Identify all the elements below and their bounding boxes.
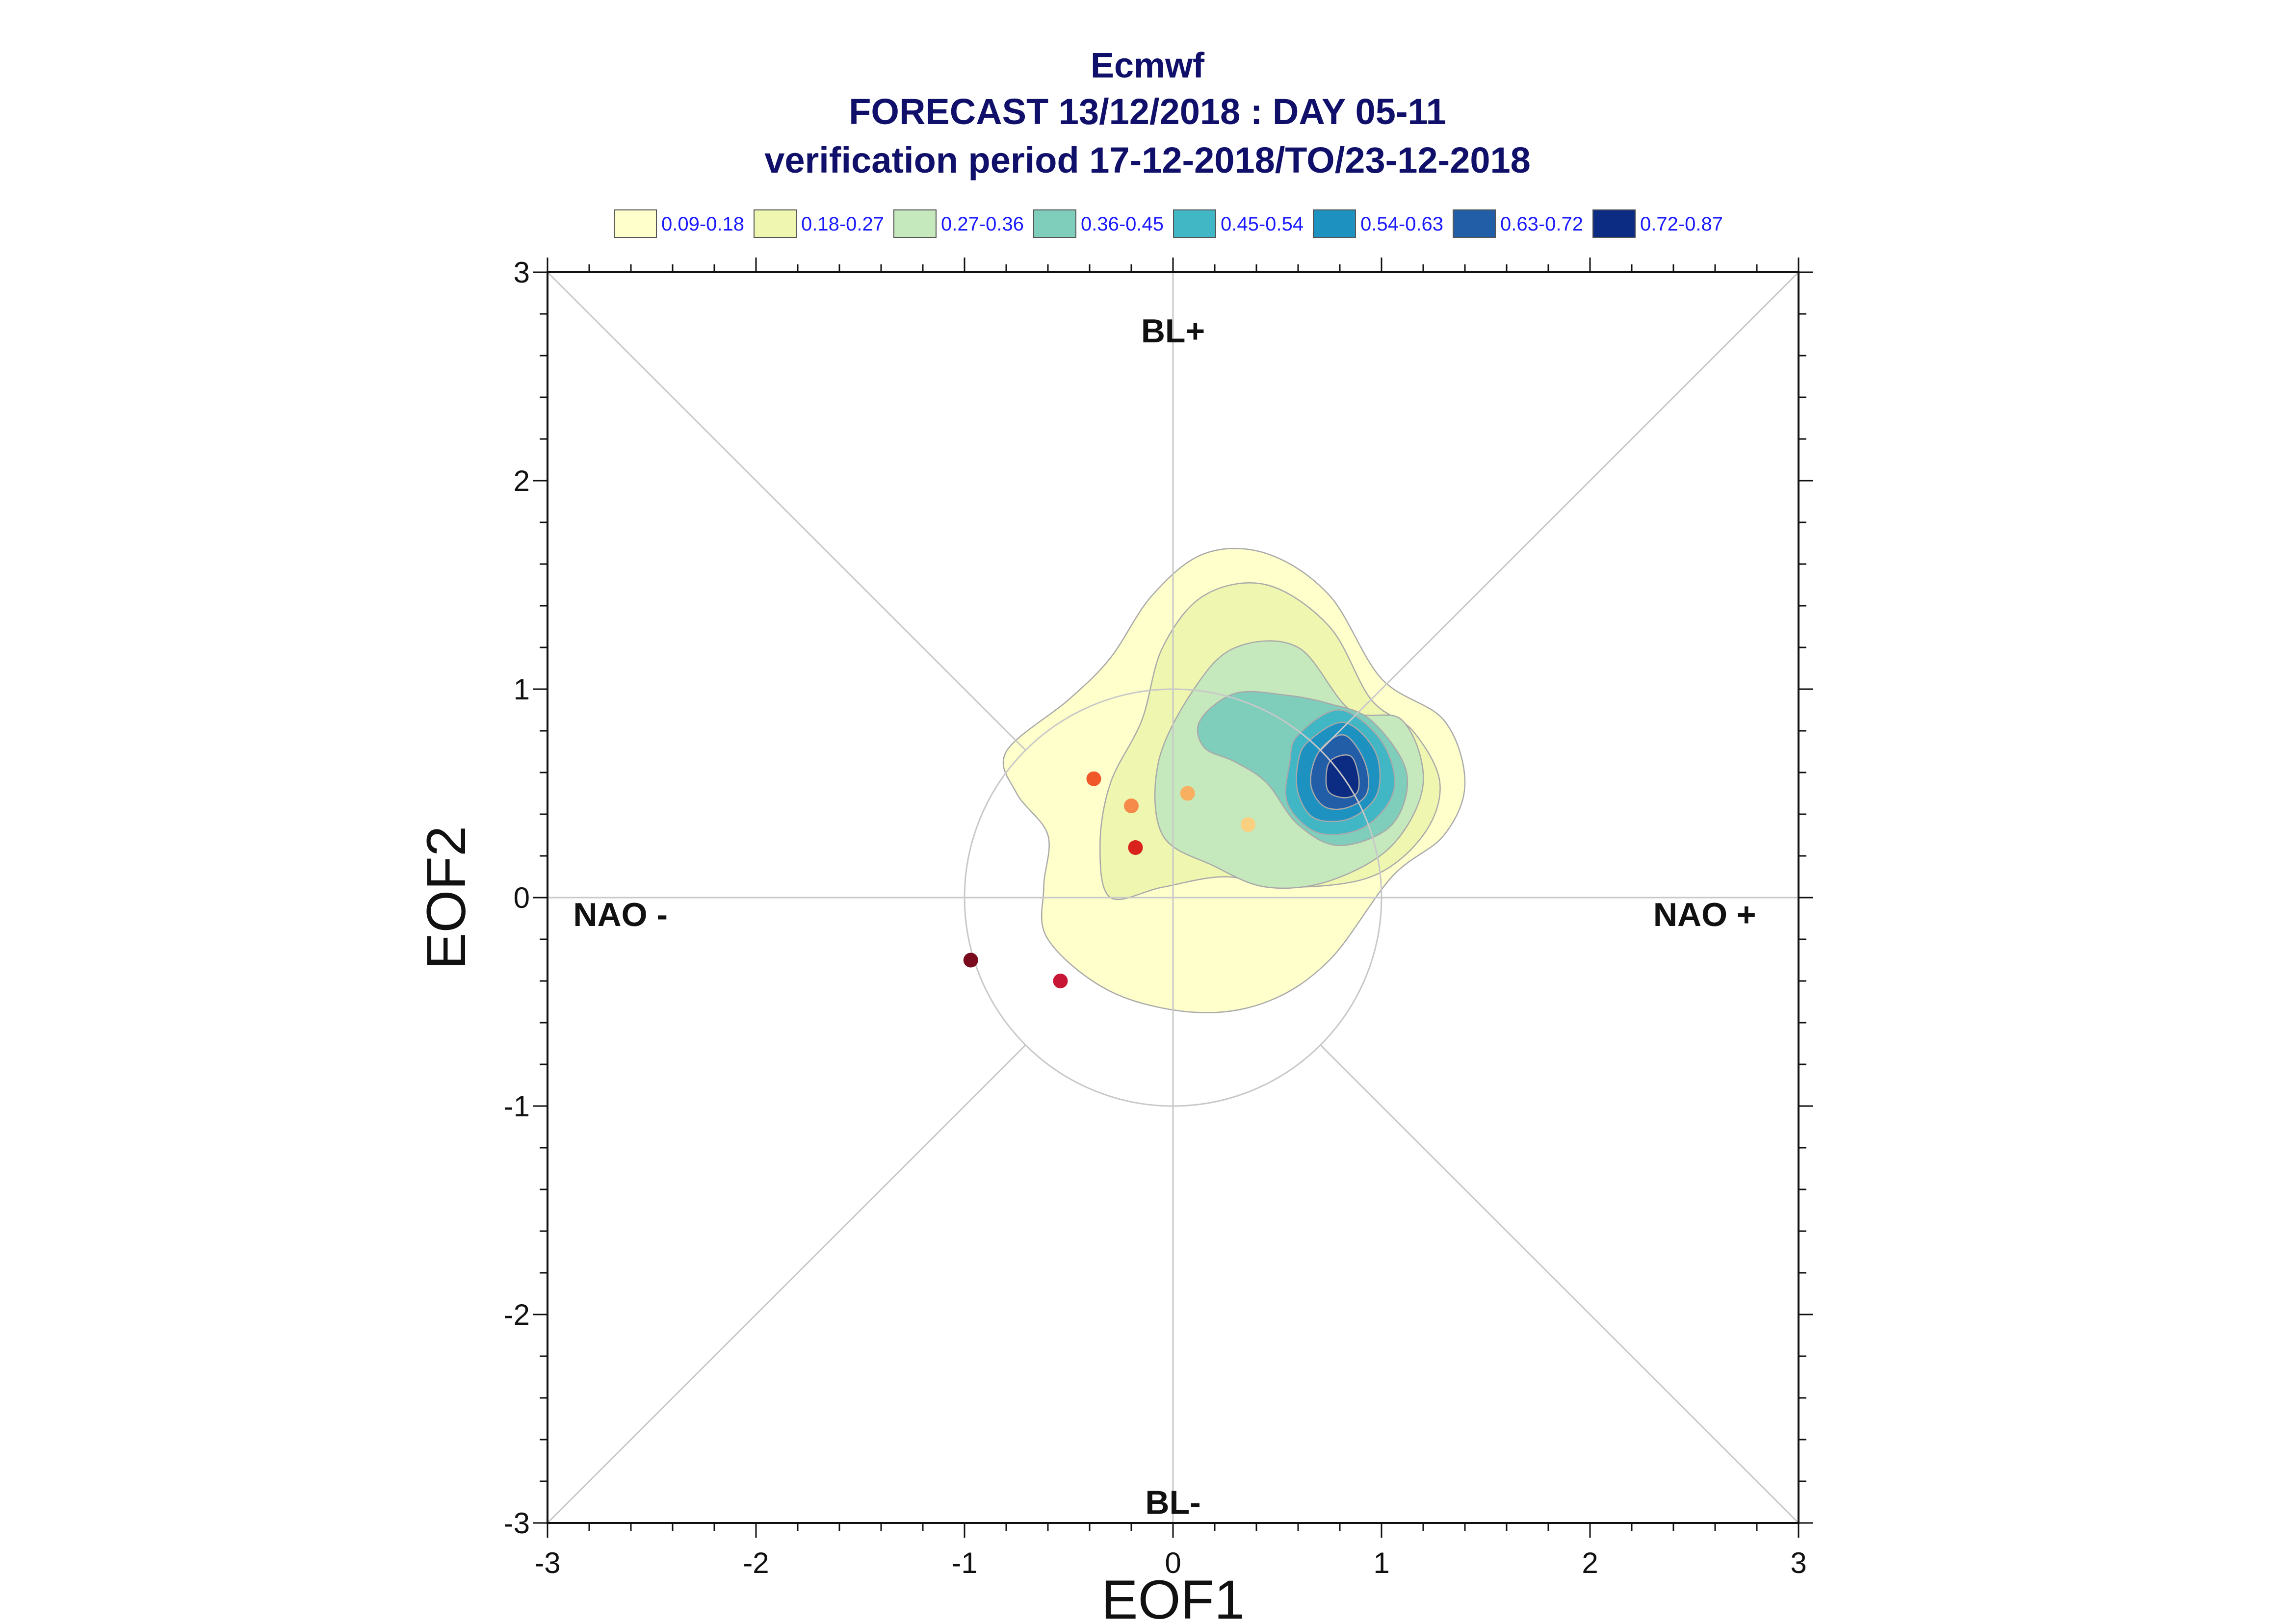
member-point	[1241, 817, 1255, 832]
legend-swatch	[1033, 209, 1076, 238]
member-point	[1128, 840, 1143, 855]
x-axis-title: EOF1	[1101, 1569, 1245, 1624]
legend-label: 0.18-0.27	[801, 213, 884, 235]
x-tick-label: 3	[1790, 1547, 1806, 1579]
legend-swatch	[754, 209, 797, 238]
y-tick-label: -3	[504, 1507, 530, 1540]
diagonal-guide	[547, 271, 1026, 751]
diagonal-guide	[547, 1044, 1026, 1524]
title-line-2: FORECAST 13/12/2018 : DAY 05-11	[849, 91, 1446, 132]
y-axis-title: EOF2	[416, 826, 477, 970]
y-tick-label: 0	[514, 881, 530, 914]
member-points	[963, 771, 1255, 988]
legend-swatch	[1313, 209, 1356, 238]
legend-label: 0.45-0.54	[1221, 213, 1304, 235]
legend-swatch	[1592, 209, 1636, 238]
x-tick-label: -3	[534, 1547, 560, 1579]
legend-label: 0.54-0.63	[1360, 213, 1443, 235]
plot-area: BL+ BL- NAO - NAO + -3 -2 -1 0 1 2 3 -3 -2 -1 0 1 2 3	[504, 256, 1813, 1579]
member-point	[1086, 771, 1101, 786]
y-tick-label: -1	[504, 1090, 530, 1123]
unit-circle	[964, 688, 1382, 1107]
regime-label: BL+	[1141, 312, 1205, 350]
y-tick-label: -2	[504, 1298, 530, 1331]
y-tick-label: 3	[514, 256, 530, 289]
guide-lines	[547, 271, 1799, 1524]
diagonal-guide	[1320, 1044, 1799, 1524]
member-point	[963, 953, 978, 968]
legend-label: 0.63-0.72	[1500, 213, 1583, 235]
member-point	[1053, 974, 1068, 988]
x-tick-label: -1	[951, 1547, 977, 1579]
chart-title: Ecmwf FORECAST 13/12/2018 : DAY 05-11 veri…	[764, 46, 1531, 180]
legend-label: 0.36-0.45	[1081, 213, 1164, 235]
legend-label: 0.09-0.18	[661, 213, 744, 235]
x-tick-label: 2	[1582, 1547, 1598, 1579]
x-tick-label: 0	[1165, 1547, 1181, 1579]
axis-ticks: -3 -2 -1 0 1 2 3 -3 -2 -1 0 1 2 3	[504, 256, 1813, 1579]
legend-label: 0.27-0.36	[941, 213, 1024, 235]
legend-swatch	[1453, 209, 1496, 238]
x-tick-label: -2	[743, 1547, 769, 1579]
legend-label: 0.72-0.87	[1640, 213, 1723, 235]
legend: 0.09-0.18 0.18-0.27 0.27-0.36 0.36-0.45 0.45…	[614, 209, 1723, 238]
legend-swatch	[1173, 209, 1216, 238]
density-contours	[1002, 547, 1466, 1013]
regime-label: NAO -	[573, 896, 668, 933]
x-tick-label: 1	[1373, 1547, 1389, 1579]
member-point	[1180, 786, 1195, 801]
title-line-1: Ecmwf	[1091, 46, 1205, 85]
regime-label: NAO +	[1653, 896, 1756, 933]
regime-labels: BL+ BL- NAO - NAO +	[573, 312, 1756, 1521]
regime-label: BL-	[1145, 1484, 1200, 1521]
legend-swatch	[893, 209, 937, 238]
legend-swatch	[614, 209, 657, 238]
y-tick-label: 2	[514, 464, 530, 497]
diagonal-guide	[1320, 271, 1799, 751]
title-line-3: verification period 17-12-2018/TO/23-12-…	[764, 140, 1531, 180]
member-point	[1124, 799, 1139, 813]
y-tick-label: 1	[514, 673, 530, 706]
